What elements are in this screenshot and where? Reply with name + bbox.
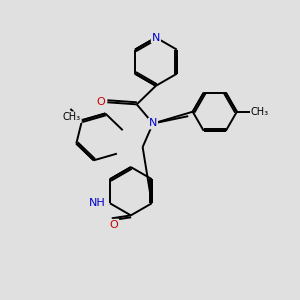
Text: N: N (149, 118, 157, 128)
Text: CH₃: CH₃ (251, 107, 269, 117)
Text: CH₃: CH₃ (63, 112, 81, 122)
Text: O: O (110, 220, 118, 230)
Text: N: N (152, 32, 160, 43)
Text: O: O (97, 97, 105, 107)
Text: NH: NH (89, 198, 106, 208)
